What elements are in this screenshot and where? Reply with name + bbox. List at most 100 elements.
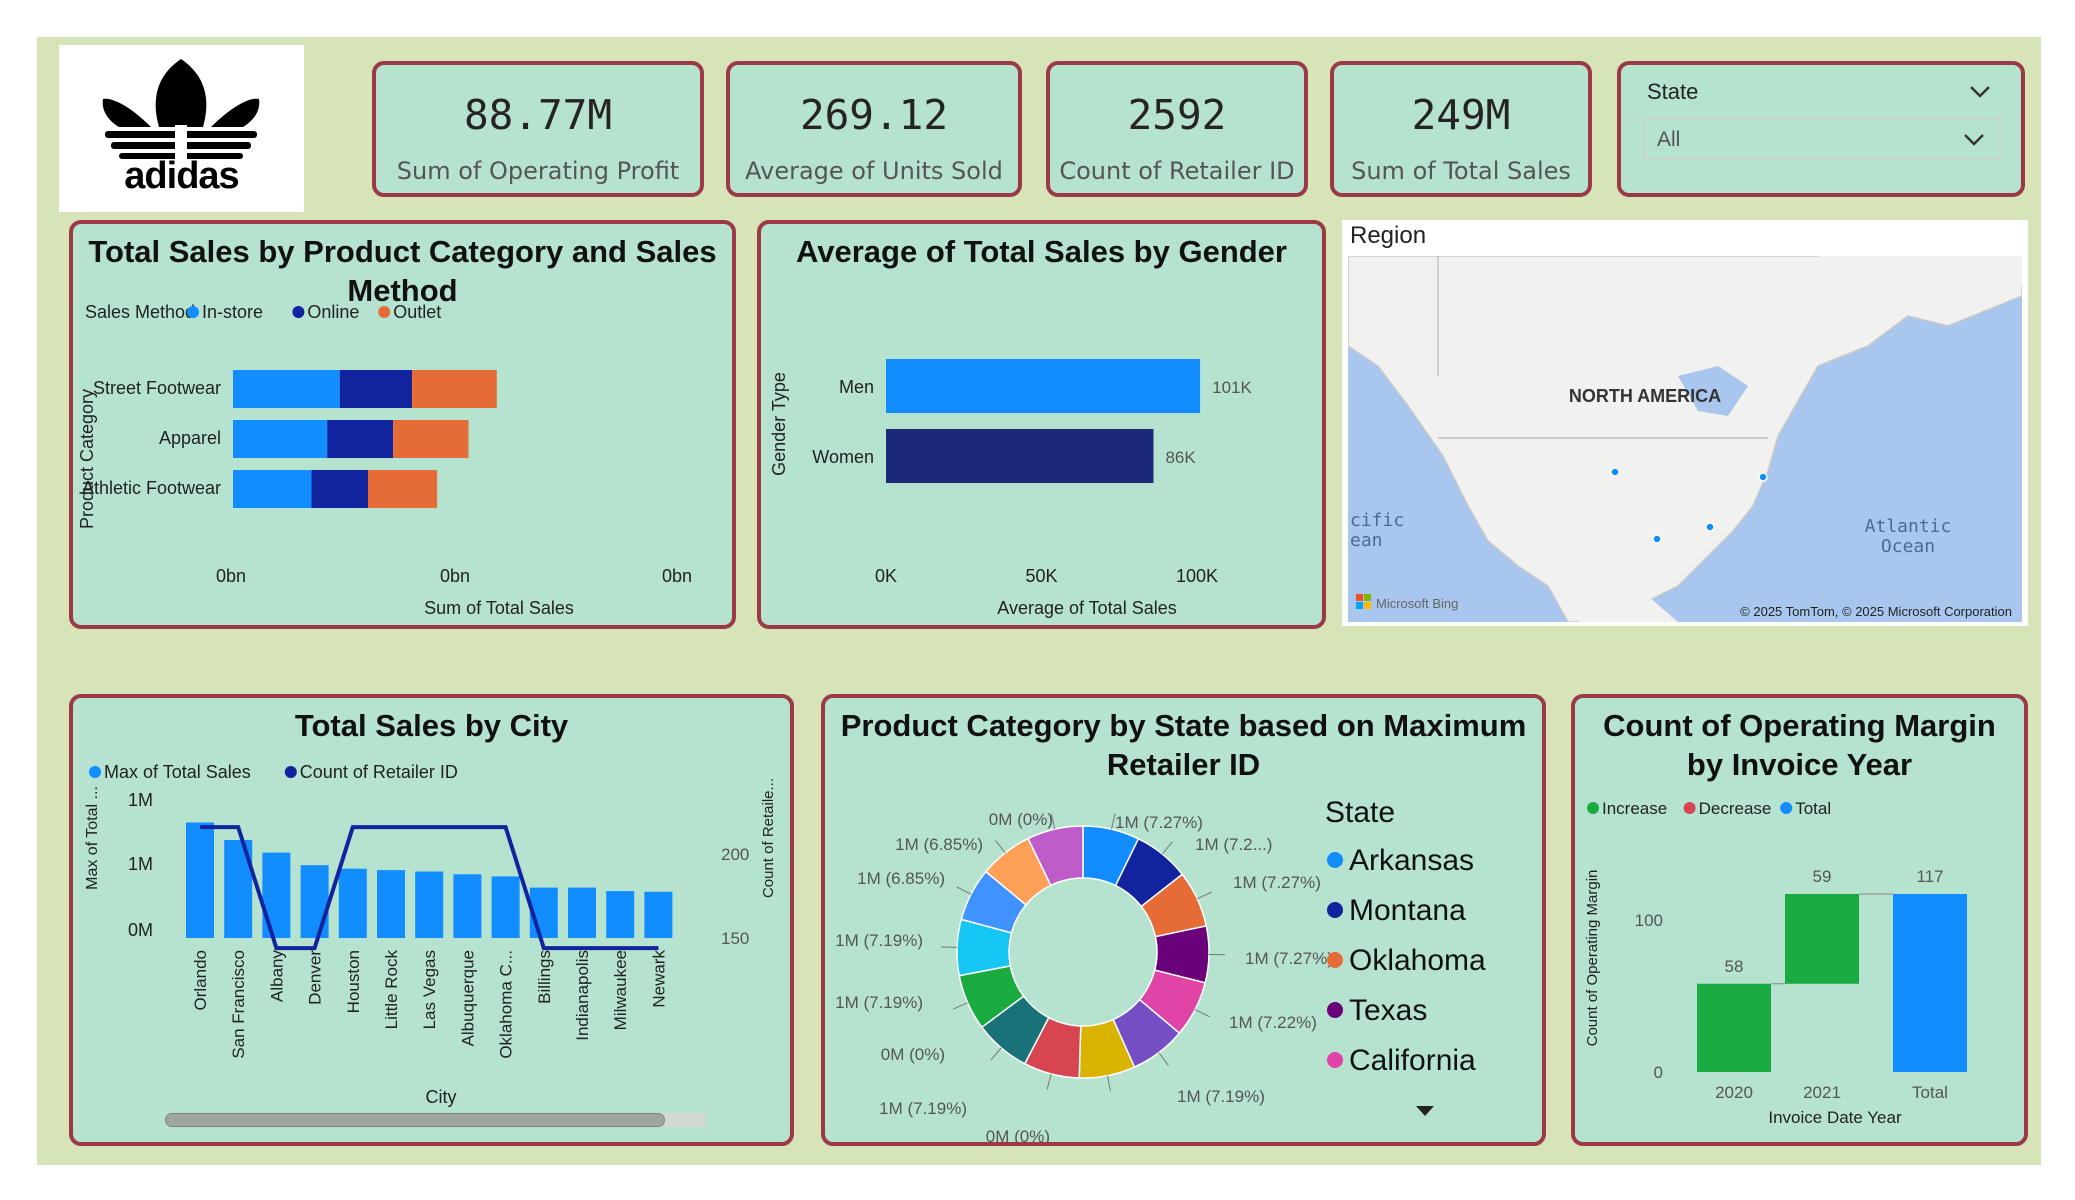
legend-label[interactable]: Oklahoma (1349, 944, 1486, 977)
x-tick-label: 100K (1176, 566, 1218, 586)
waterfall-bar[interactable] (1785, 894, 1859, 984)
city-bar[interactable] (453, 874, 482, 938)
data-label: 1M (7.27%) (1115, 813, 1203, 832)
sales-by-category-method-card[interactable]: Total Sales by Product Category and Sale… (69, 220, 736, 629)
gender-bar[interactable] (886, 429, 1154, 483)
category-label: Men (839, 377, 874, 397)
kpi-value: 88.77M (463, 91, 613, 139)
x-tick-label: 0bn (662, 566, 692, 586)
kpi-card-total-sales[interactable]: 249M Sum of Total Sales (1330, 61, 1592, 197)
category-by-state-card[interactable]: Product Category by State based on Maxim… (821, 694, 1546, 1146)
stacked-bar-segment[interactable] (393, 420, 469, 458)
stacked-bar-segment[interactable] (233, 370, 340, 408)
waterfall-bar[interactable] (1893, 894, 1967, 1072)
legend-marker[interactable] (1327, 1052, 1343, 1068)
horizontal-scrollbar[interactable] (165, 1113, 707, 1127)
region-map[interactable]: NORTH AMERICA Atlantic Ocean cific ean M… (1348, 256, 2022, 622)
y-axis-label: Count of Operating Margin (1584, 870, 1601, 1047)
stacked-bar-segment[interactable] (368, 470, 438, 508)
city-bar[interactable] (300, 865, 329, 938)
stacked-bar-segment[interactable] (233, 470, 312, 508)
data-label: 86K (1165, 448, 1196, 467)
sales-by-city-card[interactable]: Total Sales by City Max of Total Sales Co… (69, 694, 794, 1146)
x-tick-label: 50K (1025, 566, 1057, 586)
stacked-bar-segment[interactable] (233, 420, 328, 458)
kpi-card-retailer-count[interactable]: 2592 Count of Retailer ID (1046, 61, 1308, 197)
data-label: 0M (0%) (989, 810, 1053, 829)
region-map-card[interactable]: Region NORTH AMERICA Atlantic Ocean cifi… (1342, 220, 2028, 626)
city-label: Albuquerque (458, 950, 477, 1046)
city-bar[interactable] (568, 887, 596, 938)
kpi-label: Average of Units Sold (745, 157, 1003, 185)
x-tick-label: 0K (875, 566, 897, 586)
stacked-bar-segment[interactable] (311, 470, 369, 508)
state-slicer[interactable]: State All (1617, 61, 2025, 197)
legend-marker[interactable] (1327, 1002, 1343, 1018)
data-label: 1M (7.22%) (1229, 1013, 1317, 1032)
y-axis-label: Gender Type (769, 372, 789, 476)
legend-marker[interactable] (1327, 852, 1343, 868)
city-bar[interactable] (606, 891, 635, 938)
legend-marker (284, 766, 297, 778)
leader-line (1196, 891, 1212, 900)
map-point[interactable] (1610, 467, 1620, 477)
operating-margin-card[interactable]: Count of Operating Margin by Invoice Yea… (1571, 694, 2028, 1146)
map-title: Region (1350, 222, 1427, 249)
legend-label[interactable]: Arkansas (1349, 844, 1474, 877)
sales-by-gender-card[interactable]: Average of Total Sales by Gender Gender … (757, 220, 1326, 629)
ocean-label: Atlantic (1865, 516, 1952, 537)
city-bar[interactable] (186, 822, 214, 939)
map-point[interactable] (1652, 534, 1662, 544)
leader-line (1110, 813, 1116, 830)
city-bar[interactable] (262, 852, 291, 938)
y-axis-label: Product Category (77, 389, 97, 529)
data-label: 1M (7.2...) (1195, 835, 1272, 854)
city-label: Albany (267, 950, 286, 1002)
dashboard-canvas: adidas 88.77M Sum of Operating Profit 26… (37, 37, 2041, 1165)
category-method-chart: Sales Method In-store Online Outlet Street… (77, 302, 692, 618)
kpi-card-operating-profit[interactable]: 88.77M Sum of Operating Profit (372, 61, 704, 197)
leader-line (941, 946, 958, 948)
map-point[interactable] (1758, 472, 1768, 482)
legend-marker (1683, 802, 1696, 814)
state-dropdown[interactable]: All (1643, 118, 2001, 160)
legend-marker (1780, 802, 1793, 814)
city-bar[interactable] (644, 891, 673, 938)
legend-label: Max of Total Sales (104, 762, 251, 782)
stacked-bar-segment[interactable] (339, 370, 412, 408)
city-bar[interactable] (338, 868, 367, 938)
y2-tick-label: 200 (721, 845, 749, 864)
data-label: 58 (1725, 957, 1744, 976)
city-bar[interactable] (491, 876, 520, 938)
city-label: Newark (649, 950, 668, 1008)
kpi-card-units-sold[interactable]: 269.12 Average of Units Sold (726, 61, 1022, 197)
stacked-bar-segment[interactable] (411, 370, 497, 408)
legend-label[interactable]: Montana (1349, 894, 1466, 927)
donut-slice[interactable] (1027, 825, 1084, 887)
data-label: 1M (7.27%) (1245, 949, 1333, 968)
data-label: 0M (0%) (881, 1045, 945, 1064)
legend-label[interactable]: Texas (1349, 994, 1427, 1027)
leader-line (952, 1002, 968, 1010)
legend-marker (1587, 802, 1599, 814)
gender-bar[interactable] (886, 359, 1201, 413)
kpi-label: Sum of Total Sales (1351, 157, 1571, 185)
legend-marker[interactable] (1327, 952, 1343, 968)
waterfall-bar[interactable] (1697, 983, 1771, 1072)
city-bar[interactable] (377, 870, 405, 938)
retailer-count-line[interactable] (200, 825, 659, 951)
stacked-bar-segment[interactable] (327, 420, 394, 458)
y2-axis-label: Count of Retaile... (760, 778, 777, 898)
chevron-down-icon[interactable] (1969, 85, 1991, 99)
legend-label[interactable]: California (1349, 1044, 1476, 1077)
legend-label: Online (307, 302, 359, 322)
legend-label: Decrease (1699, 799, 1772, 818)
legend-scroll-down-icon[interactable] (1416, 1106, 1434, 1116)
scrollbar-thumb[interactable] (165, 1113, 665, 1127)
x-tick-label: 2021 (1803, 1083, 1841, 1102)
map-point[interactable] (1705, 522, 1715, 532)
x-axis-label: City (426, 1087, 457, 1107)
city-bar[interactable] (415, 871, 444, 939)
legend-label: Count of Retailer ID (300, 762, 458, 782)
legend-marker[interactable] (1327, 902, 1343, 918)
